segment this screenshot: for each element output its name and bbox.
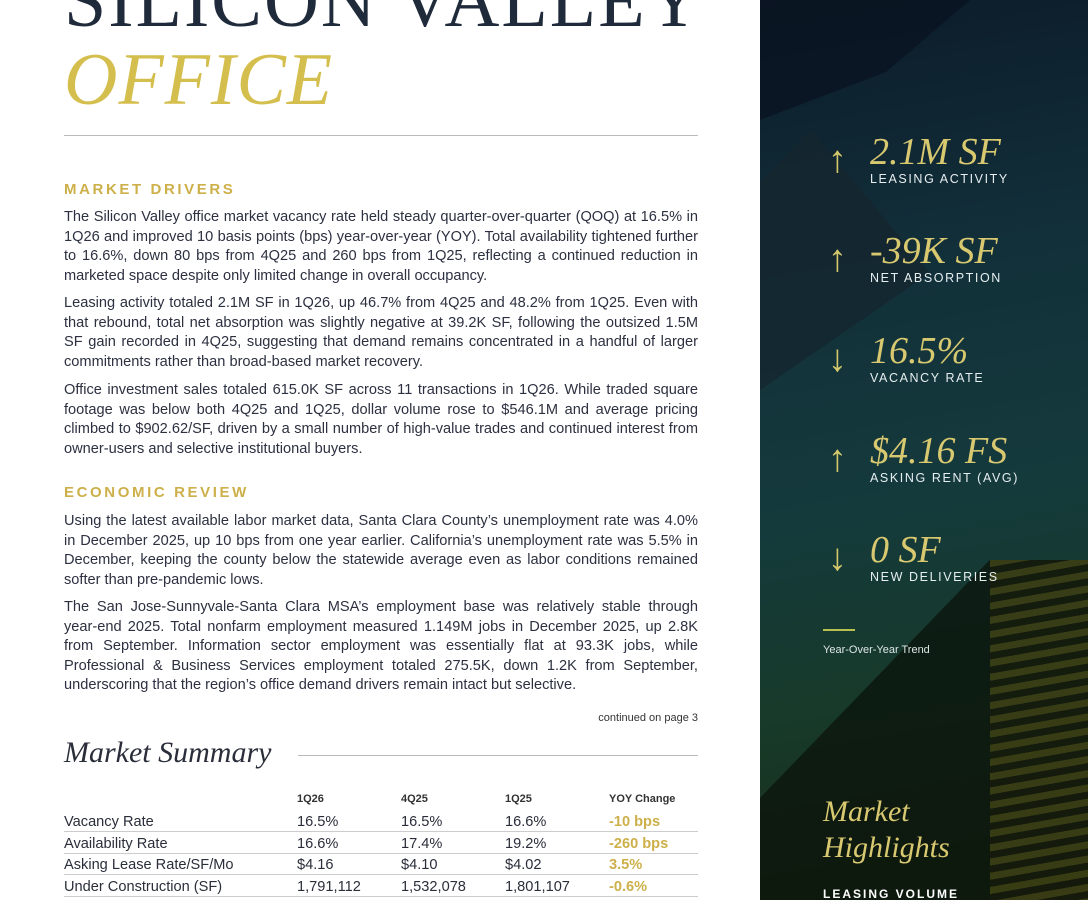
stat-value: -39K SF	[870, 230, 998, 272]
cell: -260 bps	[609, 831, 698, 854]
stat-value: 16.5%	[870, 330, 969, 372]
column-header: YOY Change	[609, 793, 676, 805]
stat-label: ASKING RENT (AVG)	[870, 471, 1019, 485]
cell: $4.10	[401, 853, 505, 875]
market-summary-table: 1Q26 4Q25 1Q25 YOY Change Vacancy Rate 16…	[64, 788, 698, 897]
leasing-volume-label: LEASING VOLUME	[823, 887, 960, 900]
stat-label: NET ABSORPTION	[870, 271, 1002, 285]
trend-note: Year-Over-Year Trend	[823, 644, 930, 656]
divider	[64, 135, 698, 136]
highlights-title-line: Market	[823, 795, 910, 828]
paragraph: The San Jose-Sunnyvale-Santa Clara MSA’s…	[64, 599, 698, 693]
cell: $4.02	[505, 853, 609, 875]
section-heading-economic-review: ECONOMIC REVIEW	[64, 484, 249, 501]
accent-line	[823, 629, 855, 631]
building-image	[990, 560, 1088, 900]
cell: 16.6%	[297, 831, 401, 854]
cell: Under Construction (SF)	[64, 874, 297, 897]
highlights-title: Market Highlights	[823, 794, 950, 866]
cell: 16.5%	[297, 810, 401, 832]
arrow-up-icon: ↑	[828, 238, 847, 280]
stat-leasing-activity: ↑ 2.1M SF LEASING ACTIVITY	[760, 131, 1088, 216]
stat-asking-rent: ↑ $4.16 FS ASKING RENT (AVG)	[760, 430, 1088, 515]
stat-label: NEW DELIVERIES	[870, 570, 999, 584]
paragraph: Leasing activity totaled 2.1M SF in 1Q26…	[64, 295, 698, 370]
cell: $4.16	[297, 853, 401, 875]
cell: 1,801,107	[505, 874, 609, 897]
cell: 17.4%	[401, 831, 505, 854]
cell: 1,532,078	[401, 874, 505, 897]
divider	[298, 755, 698, 756]
cell: 3.5%	[609, 853, 698, 875]
column-header	[64, 788, 297, 810]
cell: 16.6%	[505, 810, 609, 832]
stat-value: 2.1M SF	[870, 131, 1001, 173]
cell: 19.2%	[505, 831, 609, 854]
cell: Availability Rate	[64, 831, 297, 854]
stat-value: $4.16 FS	[870, 430, 1008, 472]
paragraph: Office investment sales totaled 615.0K S…	[64, 382, 698, 457]
paragraph: The Silicon Valley office market vacancy…	[64, 209, 698, 284]
cell: 16.5%	[401, 810, 505, 832]
column-header: 1Q26	[297, 793, 324, 805]
cell: 1,791,112	[297, 874, 401, 897]
building-image	[760, 0, 970, 120]
column-header: 1Q25	[505, 793, 532, 805]
stat-net-absorption: ↑ -39K SF NET ABSORPTION	[760, 230, 1088, 315]
continued-note: continued on page 3	[598, 712, 698, 724]
cell: -0.6%	[609, 874, 698, 897]
arrow-down-icon: ↓	[828, 338, 847, 380]
cell: Vacancy Rate	[64, 810, 297, 832]
highlights-panel: ↑ 2.1M SF LEASING ACTIVITY ↑ -39K SF NET…	[760, 0, 1088, 900]
arrow-up-icon: ↑	[828, 139, 847, 181]
table-row: Availability Rate 16.6% 17.4% 19.2% -260 bps	[64, 831, 698, 854]
arrow-up-icon: ↑	[828, 438, 847, 480]
paragraph: Using the latest available labor market …	[64, 513, 698, 588]
title-line-2: OFFICE	[64, 39, 334, 121]
market-summary-title: Market Summary	[64, 736, 272, 769]
section-heading-market-drivers: MARKET DRIVERS	[64, 181, 236, 198]
cell: Asking Lease Rate/SF/Mo	[64, 853, 297, 875]
stat-new-deliveries: ↓ 0 SF NEW DELIVERIES	[760, 529, 1088, 614]
table-row: Under Construction (SF) 1,791,112 1,532,07…	[64, 874, 698, 897]
table-row: Asking Lease Rate/SF/Mo $4.16 $4.10 $4.02 3.…	[64, 853, 698, 875]
table-row: Vacancy Rate 16.5% 16.5% 16.6% -10 bps	[64, 810, 698, 832]
highlights-title-line: Highlights	[823, 831, 950, 864]
title-line-1: SILICON VALLEY	[64, 0, 704, 43]
stat-value: 0 SF	[870, 529, 941, 571]
cell: -10 bps	[609, 810, 698, 832]
stat-vacancy-rate: ↓ 16.5% VACANCY RATE	[760, 330, 1088, 415]
stat-label: LEASING ACTIVITY	[870, 172, 1009, 186]
stat-label: VACANCY RATE	[870, 371, 985, 385]
arrow-down-icon: ↓	[828, 537, 847, 579]
column-header: 4Q25	[401, 793, 428, 805]
table-header-row: 1Q26 4Q25 1Q25 YOY Change	[64, 788, 698, 810]
